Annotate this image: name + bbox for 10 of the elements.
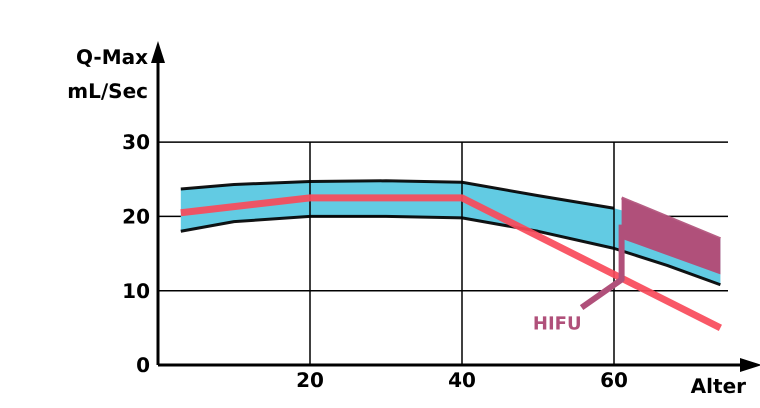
x-tick-label: 20 [296,368,324,392]
y-tick-label: 10 [122,278,150,303]
y-tick-label: 30 [122,130,150,154]
y-axis-title: Q-Max mL/Sec [66,44,148,105]
y-tick-label: 0 [136,353,150,378]
y-tick-label: 20 [122,204,150,229]
x-axis-title: Alter [690,374,746,398]
x-tick-label: 40 [448,368,476,392]
annotation: HIFU [532,314,582,335]
x-tick-label: 60 [600,368,628,392]
